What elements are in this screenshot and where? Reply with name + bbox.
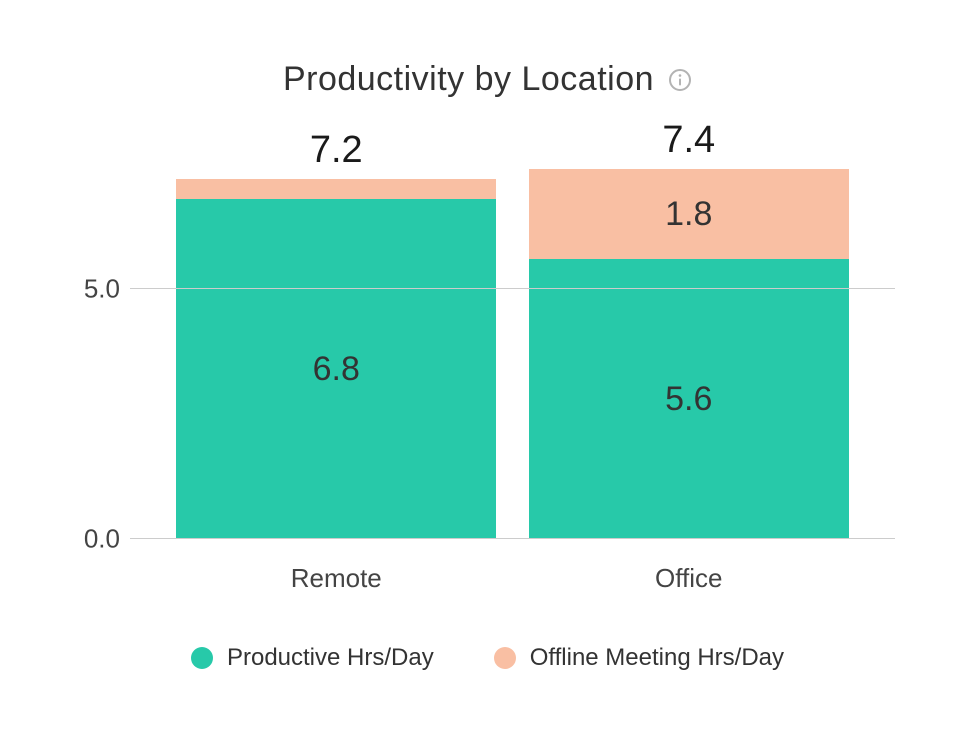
y-tick-label: 0.0 bbox=[60, 524, 120, 555]
x-axis-labels: Remote Office bbox=[130, 563, 895, 594]
legend-label: Offline Meeting Hrs/Day bbox=[530, 644, 784, 672]
bar-segment-productive: 6.8 bbox=[176, 199, 496, 539]
bar-segment-offline_meeting bbox=[176, 179, 496, 199]
bar-group: 7.26.8 bbox=[176, 139, 496, 539]
bar-segment-productive: 5.6 bbox=[529, 259, 849, 539]
bar-stack: 7.41.85.6 bbox=[529, 169, 849, 539]
plot-area: 0.05.0 7.26.87.41.85.6 bbox=[130, 139, 895, 539]
legend-item-offline_meeting[interactable]: Offline Meeting Hrs/Day bbox=[494, 644, 784, 672]
y-axis: 0.05.0 bbox=[70, 139, 120, 539]
gridline bbox=[130, 538, 895, 539]
legend-swatch bbox=[191, 647, 213, 669]
bar-stack: 7.26.8 bbox=[176, 179, 496, 539]
segment-value-label: 6.8 bbox=[313, 350, 360, 389]
bar-group: 7.41.85.6 bbox=[529, 139, 849, 539]
chart-container: Productivity by Location 0.05.0 7.26.87.… bbox=[0, 0, 975, 740]
x-axis-label: Office bbox=[529, 563, 849, 594]
info-icon[interactable] bbox=[668, 68, 692, 92]
legend: Productive Hrs/Day Offline Meeting Hrs/Da… bbox=[50, 644, 925, 672]
legend-item-productive[interactable]: Productive Hrs/Day bbox=[191, 644, 434, 672]
chart-title: Productivity by Location bbox=[283, 60, 654, 99]
bar-segment-offline_meeting: 1.8 bbox=[529, 169, 849, 259]
legend-label: Productive Hrs/Day bbox=[227, 644, 434, 672]
bar-total-label: 7.2 bbox=[176, 129, 496, 172]
bar-total-label: 7.4 bbox=[529, 119, 849, 162]
legend-swatch bbox=[494, 647, 516, 669]
title-row: Productivity by Location bbox=[50, 60, 925, 99]
y-tick-label: 5.0 bbox=[60, 274, 120, 305]
segment-value-label: 5.6 bbox=[665, 380, 712, 419]
x-axis-label: Remote bbox=[176, 563, 496, 594]
segment-value-label: 1.8 bbox=[665, 195, 712, 234]
bars-row: 7.26.87.41.85.6 bbox=[130, 139, 895, 539]
gridline bbox=[130, 288, 895, 289]
